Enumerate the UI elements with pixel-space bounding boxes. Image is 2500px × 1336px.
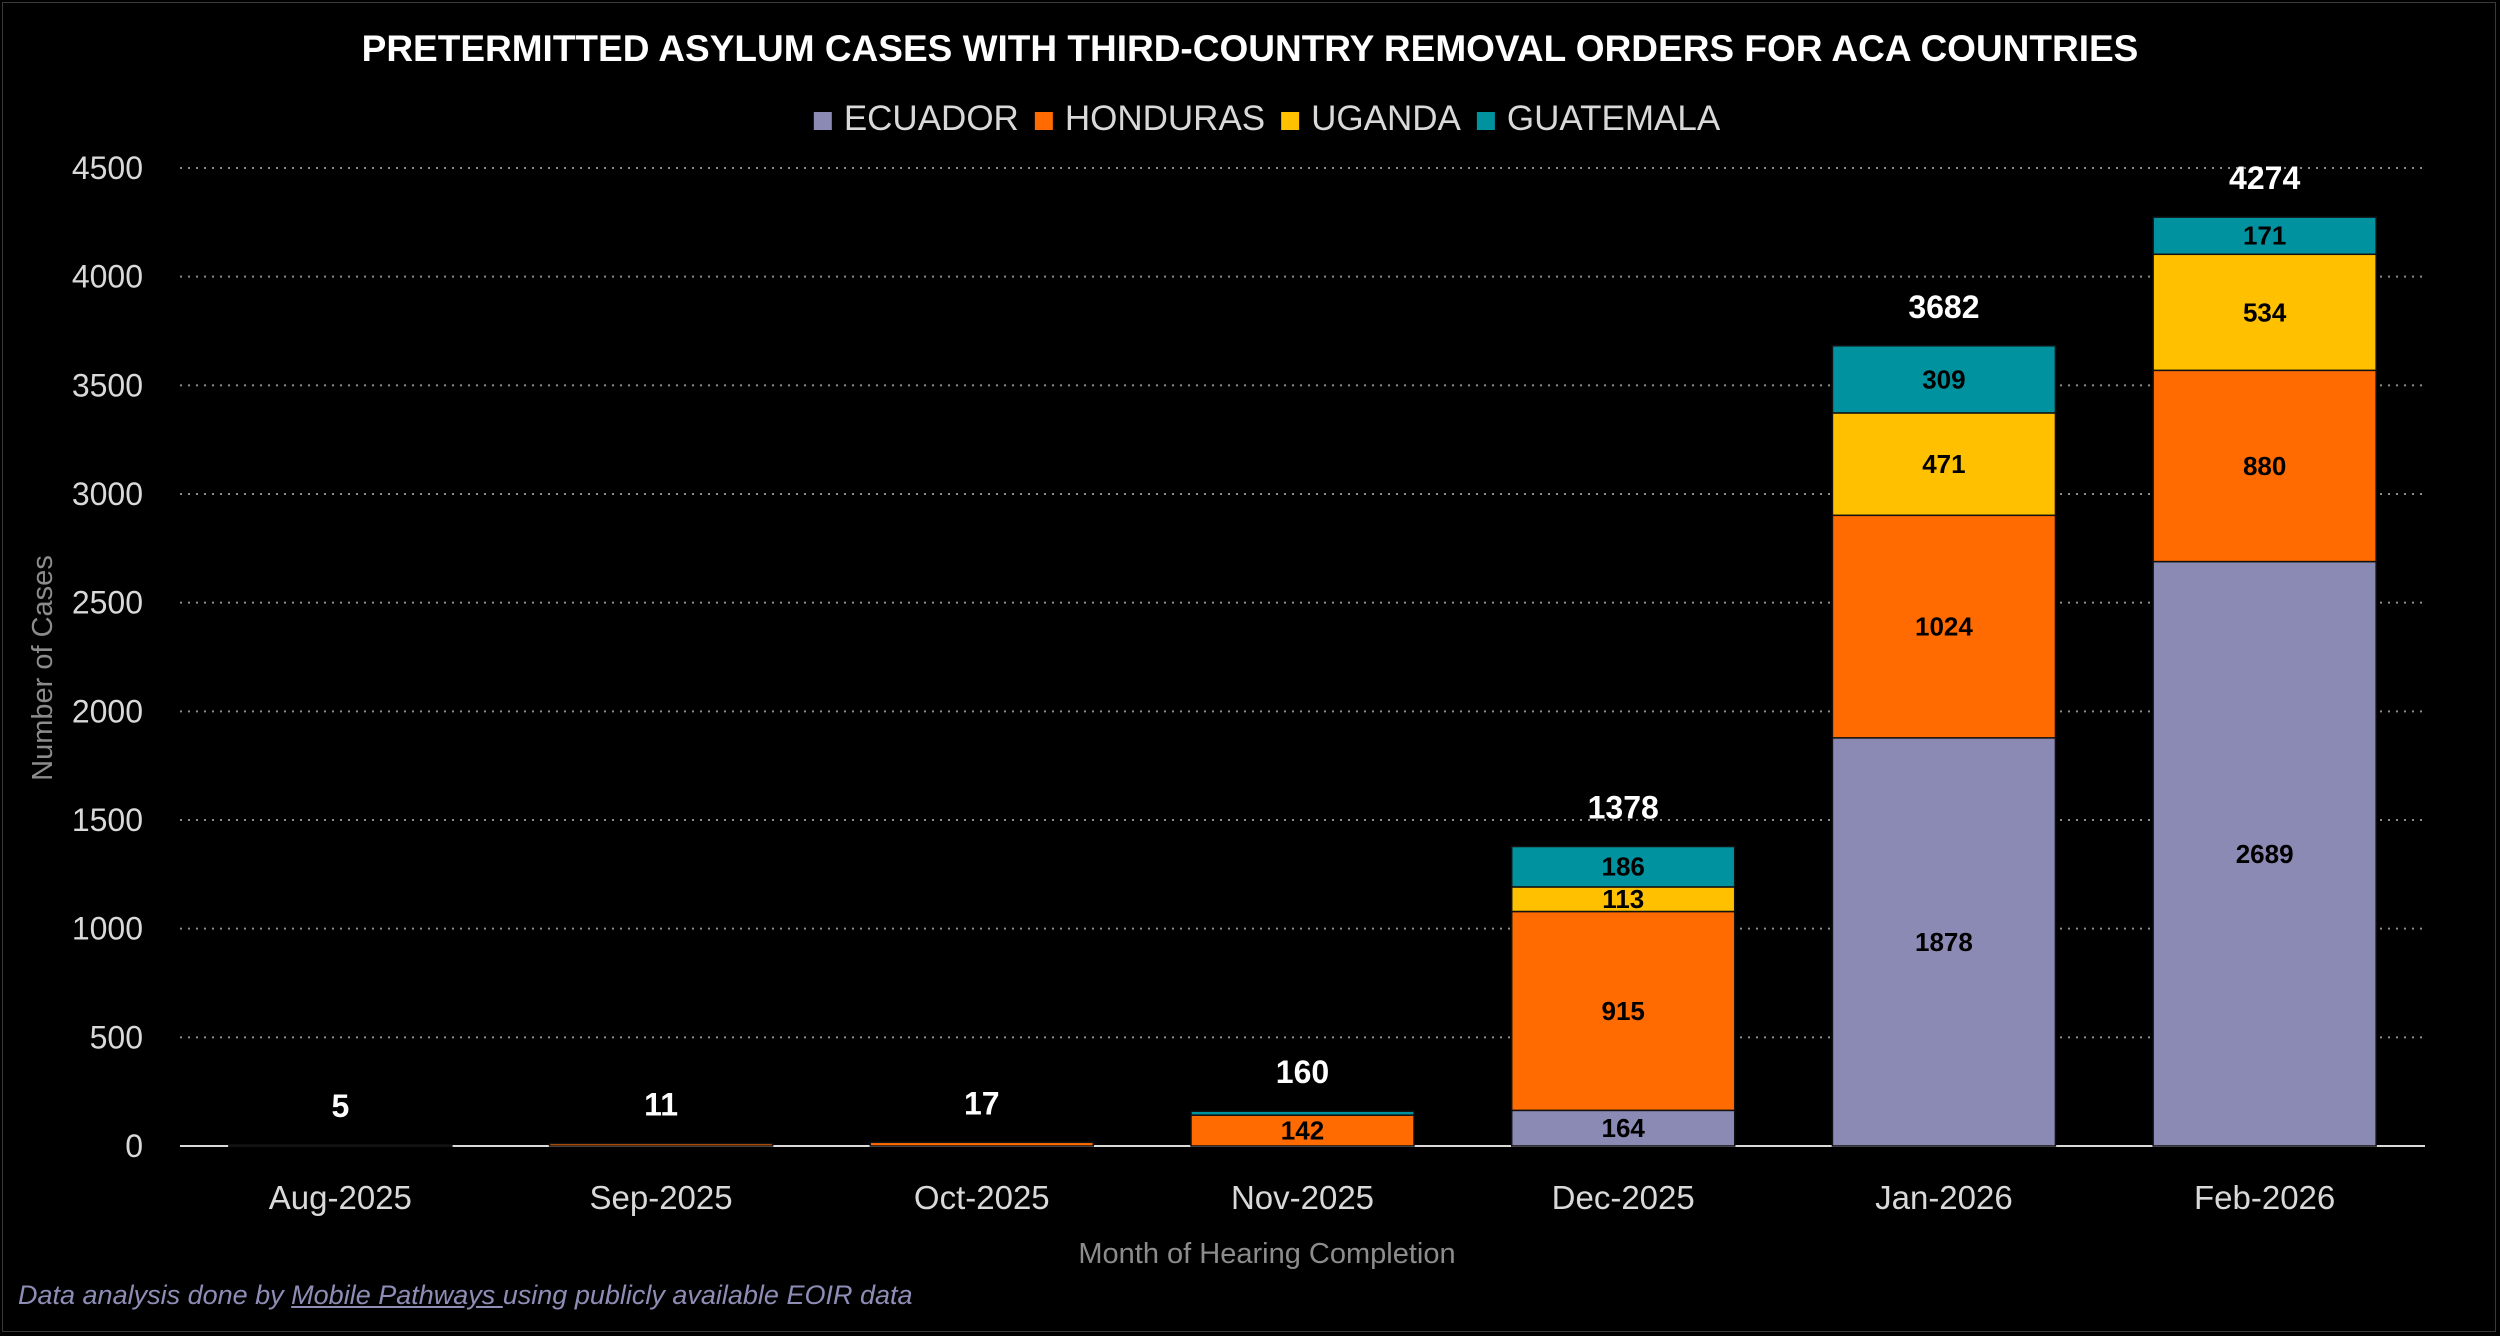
bar-honduras-dec-2025: [1510, 910, 1736, 1112]
legend-item-uganda: UGANDA: [1281, 99, 1462, 138]
y-tick-label: 2500: [72, 585, 143, 621]
legend-swatch: [1034, 112, 1053, 130]
legend-item-ecuador: ECUADOR: [813, 99, 1019, 138]
bar-honduras-aug-2025: [228, 1144, 453, 1148]
total-label: 5: [331, 1088, 349, 1124]
y-tick-label: 3500: [72, 367, 143, 403]
legend-item-honduras: HONDURAS: [1034, 99, 1265, 138]
legend-swatch: [1476, 112, 1495, 130]
legend: ECUADOR HONDURAS UGANDA GUATEMALA: [813, 99, 1721, 138]
total-label: 4274: [2229, 160, 2300, 196]
bar-uganda-dec-2025: [1510, 886, 1736, 913]
total-label: 17: [964, 1085, 1000, 1121]
data-label-guatemala: 186: [1602, 852, 1645, 882]
bar-honduras-feb-2026: [2152, 369, 2377, 563]
bar-ecuador-jan-2026: [1831, 737, 2057, 1147]
total-label: 3682: [1908, 289, 1979, 325]
data-label-uganda: 113: [1602, 884, 1644, 914]
chart-title: PRETERMITTED ASYLUM CASES WITH THIRD-COU…: [362, 28, 2139, 69]
data-label-honduras: 1024: [1915, 612, 1973, 642]
data-label-ecuador: 2689: [2236, 839, 2294, 869]
data-label-honduras: 880: [2243, 451, 2286, 481]
x-tick-label: Dec-2025: [1552, 1179, 1695, 1216]
data-label-uganda: 534: [2243, 297, 2287, 327]
bar-honduras-nov-2025: [1190, 1114, 1415, 1147]
y-tick-label: 4000: [72, 259, 143, 295]
y-tick-label: 2000: [72, 693, 143, 729]
data-label-uganda: 471: [1922, 449, 1965, 479]
data-label-ecuador: 164: [1602, 1113, 1646, 1143]
data-label-ecuador: 1878: [1915, 927, 1973, 957]
total-label: 1378: [1588, 790, 1659, 826]
bar-uganda-feb-2026: [2152, 253, 2377, 372]
gridlines: [180, 167, 2425, 1147]
y-tick-label: 0: [125, 1128, 143, 1164]
legend-label: UGANDA: [1311, 99, 1461, 138]
y-tick-label: 4500: [72, 150, 143, 186]
x-tick-label: Sep-2025: [590, 1179, 733, 1216]
y-tick-label: 1000: [72, 911, 143, 947]
y-axis-label: Number of Cases: [27, 555, 59, 781]
x-axis-label: Month of Hearing Completion: [1078, 1238, 1455, 1270]
data-label-honduras: 142: [1281, 1116, 1324, 1146]
legend-label: ECUADOR: [844, 99, 1019, 138]
y-tick-label: 500: [90, 1019, 143, 1055]
footer-suffix: using publicly available EOIR data: [502, 1280, 913, 1310]
total-label: 11: [644, 1087, 678, 1123]
legend-item-guatemala: GUATEMALA: [1476, 99, 1721, 138]
legend-swatch: [813, 112, 832, 130]
bar-ecuador-dec-2025: [1510, 1109, 1736, 1147]
y-axis-ticks: 0 500 1000 1500 2000 2500 3000 3500 4000 4500: [72, 150, 143, 1164]
bar-guatemala-dec-2025: [1510, 845, 1736, 888]
bar-ecuador-feb-2026: [2152, 560, 2377, 1147]
bar-honduras-oct-2025: [869, 1141, 1095, 1147]
bar-guatemala-nov-2025: [1190, 1110, 1415, 1116]
legend-swatch: [1281, 112, 1300, 130]
data-label-guatemala: 171: [2243, 221, 2286, 251]
legend-label: GUATEMALA: [1507, 99, 1721, 138]
data-label-guatemala: 309: [1922, 364, 1965, 394]
legend-label: HONDURAS: [1065, 99, 1265, 138]
mobile-pathways-link[interactable]: Mobile Pathways: [291, 1280, 503, 1310]
bar-honduras-sep-2025: [548, 1142, 774, 1147]
y-tick-label: 3000: [72, 476, 143, 512]
bar-guatemala-jan-2026: [1831, 345, 2057, 414]
x-tick-label: Jan-2026: [1875, 1179, 2013, 1216]
x-axis-ticks: Aug-2025 Sep-2025 Oct-2025 Nov-2025 Dec-2025…: [269, 1179, 2335, 1216]
bar-honduras-jan-2026: [1831, 514, 2057, 739]
total-label: 160: [1276, 1054, 1329, 1090]
footer-prefix: Data analysis done by: [18, 1280, 292, 1310]
data-label-honduras: 915: [1602, 996, 1645, 1026]
bar-guatemala-feb-2026: [2152, 216, 2377, 256]
y-tick-label: 1500: [72, 802, 143, 838]
x-tick-label: Nov-2025: [1231, 1179, 1374, 1216]
x-tick-label: Feb-2026: [2194, 1179, 2335, 1216]
x-tick-label: Aug-2025: [269, 1179, 412, 1216]
x-tick-label: Oct-2025: [914, 1179, 1050, 1216]
footer-note: Data analysis done by Mobile Pathways us…: [18, 1280, 913, 1311]
